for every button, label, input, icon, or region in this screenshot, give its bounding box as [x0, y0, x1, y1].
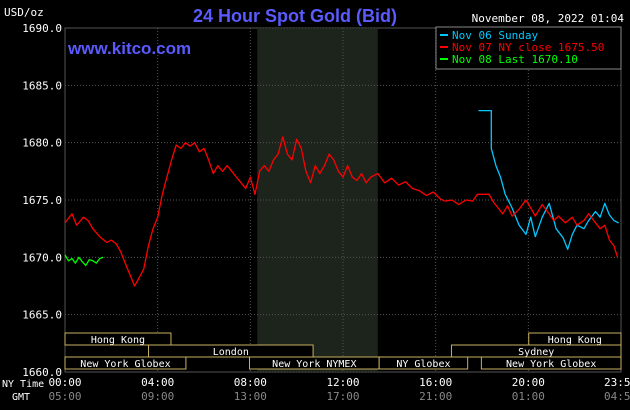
- session-bar: [480, 356, 622, 370]
- x-tick-label-gmt: 13:00: [234, 390, 267, 403]
- legend-item-last: Nov 08 Last 1670.10: [452, 53, 578, 66]
- x-tick-label-gmt: 21:00: [419, 390, 452, 403]
- legend-item-ny-close: Nov 07 NY close 1675.50: [452, 41, 604, 54]
- x-tick-label-ny: 00:00: [48, 376, 81, 389]
- session-label: New York Globex: [506, 359, 596, 370]
- x-tick-label-ny: 16:00: [419, 376, 452, 389]
- session-label: Hong Kong: [91, 335, 145, 346]
- series-line-0: [478, 109, 619, 250]
- x-tick-label-ny: 23:59: [604, 376, 630, 389]
- series-line-1: [64, 136, 619, 287]
- session-label: London: [213, 347, 249, 358]
- legend: Nov 06 Sunday Nov 07 NY close 1675.50 No…: [435, 26, 622, 70]
- y-tick-label: 1665.0: [22, 309, 62, 322]
- y-tick-label: 1670.0: [22, 251, 62, 264]
- series-line-2: [64, 254, 104, 267]
- legend-item-sunday: Nov 06 Sunday: [452, 29, 538, 42]
- y-axis: 1690.0 1685.0 1680.0 1675.0 1670.0 1665.0 1660…: [22, 22, 62, 379]
- ny-time-label: NY Time: [2, 379, 44, 390]
- legend-swatch-last: [440, 58, 448, 60]
- session-label: Sydney: [518, 347, 554, 358]
- x-tick-label-gmt: 04:59: [604, 390, 630, 403]
- session-bar: [148, 344, 314, 358]
- chart-title: 24 Hour Spot Gold (Bid): [193, 6, 397, 26]
- session-label: Hong Kong: [548, 335, 602, 346]
- x-tick-label-ny: 20:00: [512, 376, 545, 389]
- x-tick-label-ny: 08:00: [234, 376, 267, 389]
- session-bar: [64, 356, 187, 370]
- x-tick-label-gmt: 17:00: [326, 390, 359, 403]
- y-tick-label: 1660.0: [22, 366, 62, 379]
- site-watermark[interactable]: www.kitco.com: [67, 39, 191, 58]
- session-bar: [64, 332, 172, 346]
- grid: [65, 27, 621, 373]
- session-bars: Hong Kong London New York Globex New York N…: [64, 332, 622, 370]
- session-label: NY Globex: [396, 359, 450, 370]
- y-tick-label: 1680.0: [22, 137, 62, 150]
- legend-swatch-ny-close: [440, 46, 448, 48]
- y-tick-label: 1690.0: [22, 22, 62, 35]
- session-label: New York Globex: [80, 359, 170, 370]
- x-tick-label-gmt: 09:00: [141, 390, 174, 403]
- timestamp: November 08, 2022 01:04: [472, 12, 625, 25]
- unit-label: USD/oz: [4, 6, 44, 19]
- y-tick-label: 1675.0: [22, 194, 62, 207]
- session-label: New York NYMEX: [272, 359, 356, 370]
- x-tick-label-gmt: 01:00: [512, 390, 545, 403]
- session-bar: [378, 356, 469, 370]
- y-tick-label: 1685.0: [22, 79, 62, 92]
- series-layer: [64, 109, 619, 287]
- gmt-label: GMT: [12, 392, 30, 403]
- x-tick-label-ny: 12:00: [326, 376, 359, 389]
- x-tick-label-gmt: 05:00: [48, 390, 81, 403]
- legend-swatch-sunday: [440, 34, 448, 36]
- x-tick-label-ny: 04:00: [141, 376, 174, 389]
